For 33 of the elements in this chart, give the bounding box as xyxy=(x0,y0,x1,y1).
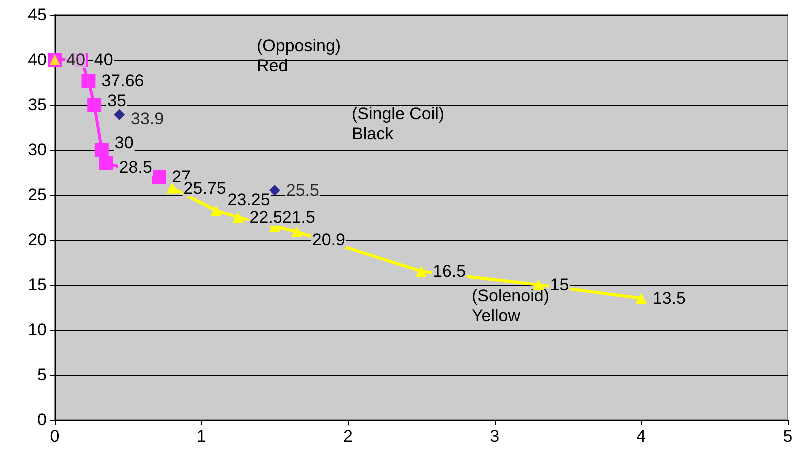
data-label: 22.5 xyxy=(250,208,283,227)
x-tick-label: 2 xyxy=(343,427,353,446)
y-tick-label: 45 xyxy=(28,6,47,24)
data-label: 30 xyxy=(114,134,134,152)
x-tick-label: 5 xyxy=(783,427,793,446)
y-tick-label: 10 xyxy=(28,320,47,340)
y-tick-label: 35 xyxy=(28,96,47,114)
x-tick-label: 4 xyxy=(636,427,646,446)
data-label: 13.5 xyxy=(652,289,686,308)
y-tick-label: 15 xyxy=(28,276,47,294)
y-tick-label: 40 xyxy=(28,50,47,70)
y-tick-label: 5 xyxy=(38,366,47,384)
data-label: 28.5 xyxy=(119,158,152,177)
x-tick-label: 3 xyxy=(490,427,500,446)
y-tick-label: 25 xyxy=(28,186,47,204)
data-label: 20.9 xyxy=(312,230,346,250)
data-label: 33.9 xyxy=(131,109,164,128)
x-tick-label: 0 xyxy=(50,427,60,446)
data-label: 40 xyxy=(66,50,86,70)
y-tick-label: 20 xyxy=(28,230,47,250)
data-label: 25.5 xyxy=(286,181,320,200)
annotation: (Solenoid) Yellow xyxy=(472,286,550,326)
data-label: 37.66 xyxy=(102,72,144,91)
data-label: 35 xyxy=(108,92,127,110)
y-tick-label: 0 xyxy=(38,410,47,430)
data-label: 16.5 xyxy=(433,262,466,281)
data-label: 21.5 xyxy=(282,208,316,227)
data-label: 15 xyxy=(550,276,570,294)
data-label: 40 xyxy=(94,50,114,70)
y-tick-label: 30 xyxy=(28,140,47,160)
data-label: 23.25 xyxy=(228,190,270,210)
x-tick-label: 1 xyxy=(196,427,206,446)
annotation: (Single Coil) Black xyxy=(352,104,445,144)
